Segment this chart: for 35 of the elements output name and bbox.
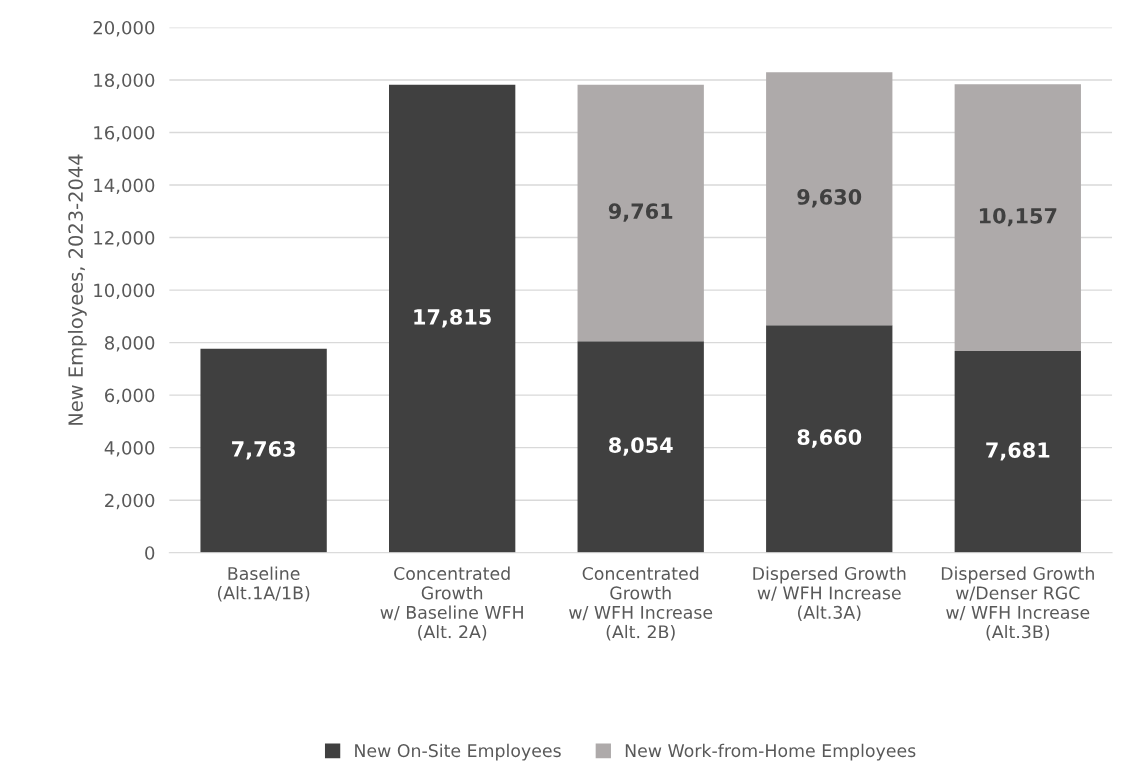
bar bbox=[766, 72, 893, 326]
bar bbox=[389, 84, 516, 553]
y-tick-label: 12,000 bbox=[94, 231, 155, 247]
y-tick-label: 14,000 bbox=[94, 178, 155, 194]
legend-label: New On-Site Employees bbox=[355, 743, 561, 761]
bar bbox=[200, 348, 327, 553]
y-axis-title: New Employees, 2023-2044 bbox=[67, 154, 87, 425]
y-tick-label: 16,000 bbox=[94, 125, 155, 142]
x-tick-label: Dispersed Growth w/Denser RGC w/ WFH Increase (Alt.3B) bbox=[941, 566, 1094, 641]
data-label: 8,054 bbox=[609, 437, 673, 456]
data-label: 8,660 bbox=[797, 429, 862, 448]
bar bbox=[954, 350, 1081, 553]
y-tick-label: 10,000 bbox=[94, 283, 155, 300]
y-tick-label: 0 bbox=[145, 546, 155, 560]
x-tick-label: Concentrated Growth w/ WFH Increase (Alt. 2B) bbox=[569, 566, 713, 641]
data-label: 9,630 bbox=[797, 189, 862, 208]
y-tick-label: 20,000 bbox=[93, 20, 155, 37]
data-label: 17,815 bbox=[414, 309, 491, 328]
bar bbox=[577, 84, 704, 342]
bar bbox=[954, 84, 1081, 351]
y-tick-label: 2,000 bbox=[105, 493, 155, 510]
data-label: 9,761 bbox=[608, 203, 673, 222]
x-tick-label: Concentrated Growth w/ Baseline WFH (Alt. 2A) bbox=[380, 566, 523, 641]
x-tick-label: Baseline (Alt.1A/1B) bbox=[217, 566, 310, 602]
data-label: 7,763 bbox=[232, 441, 295, 460]
y-tick-label: 6,000 bbox=[105, 388, 155, 405]
bar bbox=[577, 341, 704, 553]
y-tick-label: 18,000 bbox=[94, 73, 155, 89]
data-label: 7,681 bbox=[986, 442, 1050, 461]
y-tick-label: 8,000 bbox=[105, 336, 155, 352]
y-tick-label: 4,000 bbox=[104, 441, 155, 457]
x-tick-label: Dispersed Growth w/ WFH Increase (Alt.3A) bbox=[753, 566, 906, 621]
bar bbox=[766, 325, 893, 553]
legend-label: New Work-from-Home Employees bbox=[625, 743, 916, 761]
data-label: 10,157 bbox=[979, 207, 1057, 227]
